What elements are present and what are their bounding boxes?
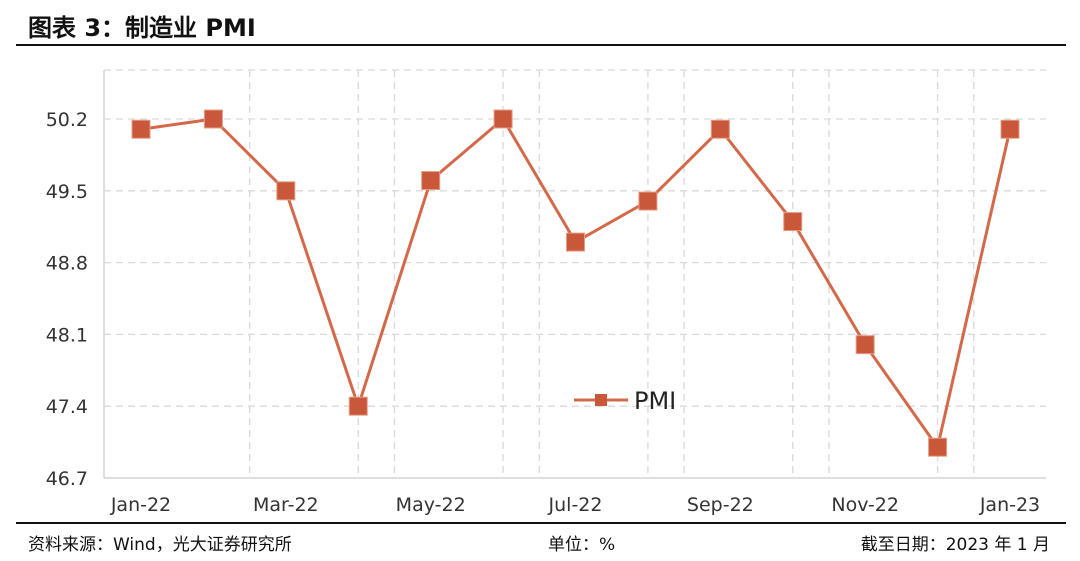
data-point <box>710 119 730 139</box>
data-point <box>493 109 513 129</box>
x-axis-ticks: Jan-22 Mar-22 May-22 Jul-22 Sep-22 Nov-22 Jan-… <box>110 494 1040 516</box>
y-tick-label: 48.1 <box>46 324 88 346</box>
unit-note: 单位：% <box>548 535 616 555</box>
bottom-rule <box>16 522 1066 524</box>
y-tick-label: 47.4 <box>46 396 88 418</box>
x-tick-label: Jul-22 <box>548 494 603 516</box>
x-tick-label: Nov-22 <box>831 494 899 516</box>
series-line-pmi <box>140 117 1012 449</box>
date-note: 截至日期：2023 年 1 月 <box>860 535 1050 555</box>
legend: PMI <box>574 387 676 415</box>
grid-layer <box>103 69 1046 479</box>
data-point <box>783 212 803 232</box>
data-point <box>203 109 223 129</box>
pmi-line-chart: 46.7 47.4 48.1 48.8 49.5 50.2 Jan-22 Mar-22 May… <box>46 69 1046 516</box>
data-point <box>421 171 441 191</box>
source-note: 资料来源：Wind，光大证券研究所 <box>28 535 292 555</box>
y-tick-label: 46.7 <box>46 468 88 490</box>
data-point <box>928 437 948 457</box>
data-point <box>566 232 585 252</box>
data-point <box>855 335 875 355</box>
y-tick-label: 48.8 <box>46 253 88 275</box>
x-tick-label: Sep-22 <box>687 494 754 516</box>
data-point <box>131 119 151 139</box>
series-layer <box>131 109 1020 457</box>
y-tick-label: 49.5 <box>46 181 88 203</box>
x-tick-label: Mar-22 <box>253 494 319 516</box>
legend-marker-swatch <box>595 394 607 406</box>
data-point <box>1000 119 1020 139</box>
x-tick-label: Jan-22 <box>110 494 171 516</box>
data-point <box>638 191 658 211</box>
y-axis-ticks: 46.7 47.4 48.1 48.8 49.5 50.2 <box>46 109 88 490</box>
data-point <box>276 181 296 201</box>
chart-title: 图表 3：制造业 PMI <box>28 14 256 42</box>
x-tick-label: Jan-23 <box>979 494 1040 516</box>
top-rule <box>16 44 1066 46</box>
legend-label: PMI <box>634 387 676 415</box>
data-point <box>348 396 368 416</box>
x-tick-label: May-22 <box>396 494 466 516</box>
y-tick-label: 50.2 <box>46 109 88 131</box>
